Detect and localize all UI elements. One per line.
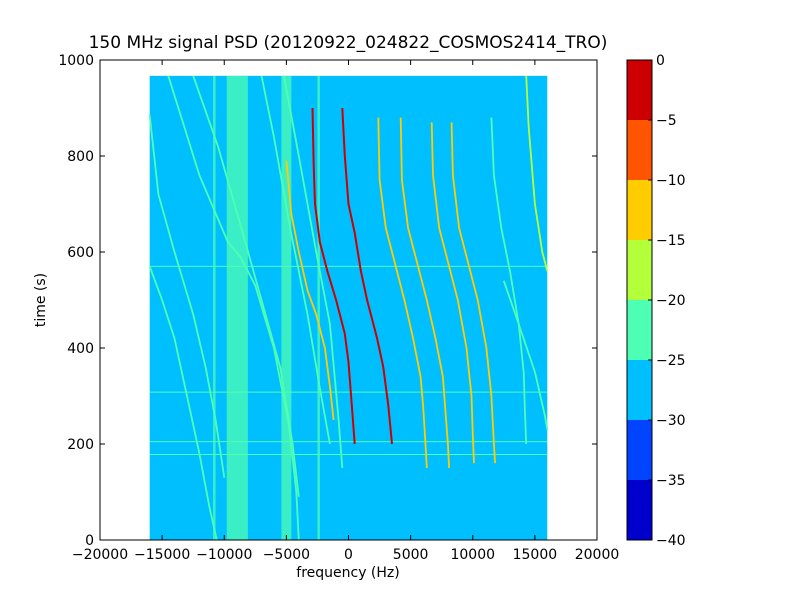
colorbar-swatch-3 bbox=[627, 240, 652, 300]
y-tick-label: 800 bbox=[67, 149, 94, 165]
colorbar-swatch-4 bbox=[627, 300, 652, 360]
x-tick-label: 20000 bbox=[575, 547, 620, 563]
x-tick-label: 5000 bbox=[393, 547, 429, 563]
signal-trace-8 bbox=[341, 107, 393, 445]
vertical-band-1 bbox=[281, 75, 292, 540]
signal-trace-9 bbox=[377, 117, 428, 469]
x-tick-label: −20000 bbox=[72, 547, 128, 563]
signal-trace-10 bbox=[399, 117, 450, 469]
colorbar-tick-label: −40 bbox=[656, 533, 686, 549]
colorbar-swatch-5 bbox=[627, 360, 652, 420]
colorbar-tick-label: −10 bbox=[656, 173, 686, 189]
colorbar-tick-label: −5 bbox=[656, 113, 677, 129]
y-tick-label: 600 bbox=[67, 245, 94, 261]
heatmap bbox=[148, 75, 549, 540]
signal-trace-15 bbox=[502, 280, 549, 430]
x-tick-label: −5000 bbox=[263, 547, 310, 563]
x-tick-label: 0 bbox=[344, 547, 353, 563]
signal-trace-0 bbox=[148, 115, 226, 478]
x-axis-label: frequency (Hz) bbox=[296, 565, 399, 581]
signal-trace-12 bbox=[450, 122, 496, 464]
x-axis: −20000 −15000 −10000 −5000 0 5000 10000 15000 20… bbox=[72, 60, 619, 563]
heatmap-background bbox=[149, 75, 548, 540]
signal-trace-5 bbox=[283, 75, 344, 469]
y-axis-label: time (s) bbox=[33, 273, 49, 327]
colorbar-swatch-7 bbox=[627, 480, 652, 540]
colorbar-swatch-6 bbox=[627, 420, 652, 480]
colorbar-tick-label: −35 bbox=[656, 473, 686, 489]
y-tick-label: 200 bbox=[67, 437, 94, 453]
colorbar: 0 −5 −10 −15 −20 −25 −30 −35 −40 bbox=[626, 53, 686, 549]
vertical-band-2 bbox=[213, 75, 216, 540]
x-tick-label: 15000 bbox=[513, 547, 558, 563]
y-tick-label: 1000 bbox=[58, 53, 94, 69]
colorbar-tick-label: −25 bbox=[656, 353, 686, 369]
colorbar-swatch-2 bbox=[627, 180, 652, 240]
colorbar-swatch-1 bbox=[627, 120, 652, 180]
colorbar-tick-label: −30 bbox=[656, 413, 686, 429]
signal-trace-7 bbox=[311, 107, 356, 445]
colorbar-swatch-0 bbox=[627, 60, 652, 120]
vertical-band-3 bbox=[317, 75, 320, 540]
plot-area: −20000 −15000 −10000 −5000 0 5000 10000 15000 20… bbox=[58, 53, 619, 563]
signal-trace-1 bbox=[148, 266, 218, 540]
y-axis: 0 200 400 600 800 1000 bbox=[58, 53, 597, 549]
signal-trace-6 bbox=[285, 160, 335, 421]
signal-trace-14 bbox=[525, 75, 549, 272]
signal-trace-3 bbox=[192, 75, 300, 497]
signal-trace-13 bbox=[490, 117, 528, 445]
x-tick-label: −10000 bbox=[196, 547, 252, 563]
colorbar-tick-label: −15 bbox=[656, 233, 686, 249]
y-tick-label: 400 bbox=[67, 341, 94, 357]
x-tick-label: 10000 bbox=[450, 547, 495, 563]
chart-title: 150 MHz signal PSD (20120922_024822_COSM… bbox=[89, 33, 608, 53]
y-tick-label: 0 bbox=[85, 533, 94, 549]
colorbar-tick-label: 0 bbox=[656, 53, 665, 69]
signal-trace-2 bbox=[167, 75, 300, 540]
signal-trace-11 bbox=[430, 122, 475, 464]
vertical-band-0 bbox=[226, 75, 248, 540]
x-tick-label: −15000 bbox=[134, 547, 190, 563]
signal-trace-4 bbox=[260, 75, 331, 445]
colorbar-tick-label: −20 bbox=[656, 293, 686, 309]
